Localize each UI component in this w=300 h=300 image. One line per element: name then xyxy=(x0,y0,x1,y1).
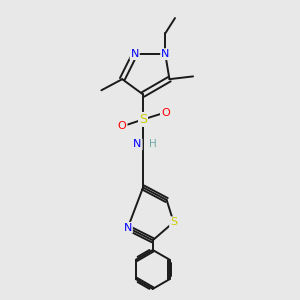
Text: N: N xyxy=(161,49,170,59)
Text: N: N xyxy=(124,223,132,233)
Text: O: O xyxy=(161,107,170,118)
Text: S: S xyxy=(170,217,177,227)
Text: N: N xyxy=(130,49,139,59)
Text: S: S xyxy=(139,113,147,126)
Text: N: N xyxy=(133,140,142,149)
Text: H: H xyxy=(149,140,157,149)
Text: O: O xyxy=(118,122,127,131)
